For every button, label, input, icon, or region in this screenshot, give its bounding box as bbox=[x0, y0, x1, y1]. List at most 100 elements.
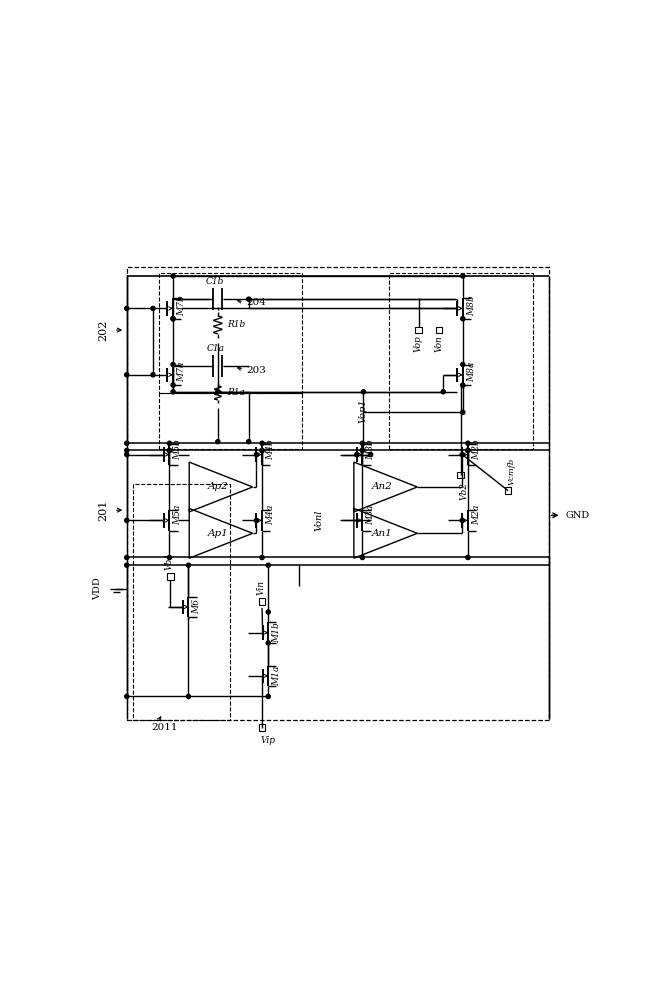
Text: M8b: M8b bbox=[467, 295, 476, 316]
Text: M1b: M1b bbox=[272, 622, 282, 643]
Circle shape bbox=[466, 555, 470, 560]
Text: R1a: R1a bbox=[227, 388, 245, 397]
Text: Von: Von bbox=[435, 335, 444, 352]
Circle shape bbox=[167, 555, 171, 560]
Text: Vcmfb: Vcmfb bbox=[507, 458, 515, 485]
Text: M3b: M3b bbox=[367, 439, 376, 460]
Text: M2a: M2a bbox=[472, 505, 481, 525]
Circle shape bbox=[461, 383, 465, 387]
Bar bbox=[259, 598, 266, 605]
Circle shape bbox=[260, 448, 264, 453]
Text: R1b: R1b bbox=[227, 320, 245, 329]
Text: M7a: M7a bbox=[177, 362, 186, 382]
Text: Vop1: Vop1 bbox=[359, 399, 368, 423]
Circle shape bbox=[369, 453, 373, 457]
Circle shape bbox=[171, 390, 175, 394]
Circle shape bbox=[460, 518, 464, 522]
Circle shape bbox=[361, 448, 365, 453]
Circle shape bbox=[254, 518, 258, 522]
Circle shape bbox=[125, 518, 129, 522]
Circle shape bbox=[266, 563, 270, 567]
Circle shape bbox=[125, 453, 129, 457]
Circle shape bbox=[361, 448, 365, 453]
Circle shape bbox=[461, 362, 465, 367]
Circle shape bbox=[151, 373, 155, 377]
Text: 203: 203 bbox=[246, 366, 266, 375]
Circle shape bbox=[167, 441, 171, 445]
Circle shape bbox=[246, 440, 251, 444]
Circle shape bbox=[216, 440, 220, 444]
Text: Vb1: Vb1 bbox=[165, 552, 174, 570]
Text: An2: An2 bbox=[372, 482, 393, 491]
Text: M8a: M8a bbox=[467, 362, 476, 382]
Circle shape bbox=[125, 441, 129, 445]
Circle shape bbox=[460, 453, 464, 457]
Circle shape bbox=[216, 390, 220, 394]
Circle shape bbox=[466, 448, 470, 453]
Circle shape bbox=[187, 563, 191, 567]
Circle shape bbox=[167, 448, 171, 453]
Circle shape bbox=[246, 297, 251, 301]
Circle shape bbox=[187, 694, 191, 698]
Text: M3a: M3a bbox=[367, 505, 376, 525]
Bar bbox=[505, 487, 511, 494]
Circle shape bbox=[355, 453, 359, 457]
Text: M4b: M4b bbox=[266, 439, 275, 460]
Text: Vop: Vop bbox=[414, 335, 423, 352]
Circle shape bbox=[125, 306, 129, 310]
Text: 202: 202 bbox=[98, 319, 109, 341]
Text: 204: 204 bbox=[246, 298, 266, 307]
Circle shape bbox=[441, 390, 446, 394]
Circle shape bbox=[171, 274, 175, 278]
Text: Ap1: Ap1 bbox=[207, 529, 228, 538]
Circle shape bbox=[266, 610, 270, 614]
Text: 201: 201 bbox=[98, 499, 109, 521]
Text: Vonl: Vonl bbox=[314, 510, 323, 531]
Circle shape bbox=[167, 448, 171, 453]
Circle shape bbox=[266, 694, 270, 698]
Circle shape bbox=[466, 448, 470, 453]
Circle shape bbox=[260, 555, 264, 560]
Circle shape bbox=[125, 563, 129, 567]
Bar bbox=[457, 472, 464, 478]
Text: M5b: M5b bbox=[173, 439, 183, 460]
Text: M5a: M5a bbox=[173, 505, 183, 525]
Circle shape bbox=[466, 441, 470, 445]
Circle shape bbox=[461, 410, 465, 414]
Circle shape bbox=[171, 383, 175, 387]
Text: M4a: M4a bbox=[266, 505, 275, 525]
Text: An1: An1 bbox=[372, 529, 393, 538]
Circle shape bbox=[361, 555, 365, 560]
Text: M6: M6 bbox=[193, 599, 202, 614]
Bar bbox=[259, 724, 266, 731]
Text: M2b: M2b bbox=[472, 439, 481, 460]
Text: Vin: Vin bbox=[256, 580, 266, 595]
Text: C1a: C1a bbox=[207, 344, 224, 353]
Circle shape bbox=[171, 362, 175, 367]
Text: C1b: C1b bbox=[206, 277, 224, 286]
Bar bbox=[167, 573, 174, 580]
Circle shape bbox=[125, 373, 129, 377]
Text: M7b: M7b bbox=[177, 295, 186, 316]
Text: GND: GND bbox=[565, 511, 590, 520]
Circle shape bbox=[461, 317, 465, 321]
Circle shape bbox=[171, 317, 175, 321]
Circle shape bbox=[254, 453, 258, 457]
Circle shape bbox=[125, 694, 129, 698]
Circle shape bbox=[260, 448, 264, 453]
Circle shape bbox=[260, 441, 264, 445]
Circle shape bbox=[125, 555, 129, 560]
Circle shape bbox=[361, 390, 365, 394]
Text: Vip: Vip bbox=[261, 736, 276, 745]
Circle shape bbox=[125, 448, 129, 453]
Bar bbox=[415, 327, 422, 333]
Bar bbox=[436, 327, 442, 333]
Circle shape bbox=[151, 306, 155, 310]
Text: VDD: VDD bbox=[93, 578, 102, 600]
Text: Ap2: Ap2 bbox=[207, 482, 228, 491]
Text: 2011: 2011 bbox=[151, 723, 178, 732]
Text: Vb2: Vb2 bbox=[459, 482, 468, 500]
Circle shape bbox=[361, 441, 365, 445]
Circle shape bbox=[461, 274, 465, 278]
Text: M1a: M1a bbox=[272, 666, 282, 686]
